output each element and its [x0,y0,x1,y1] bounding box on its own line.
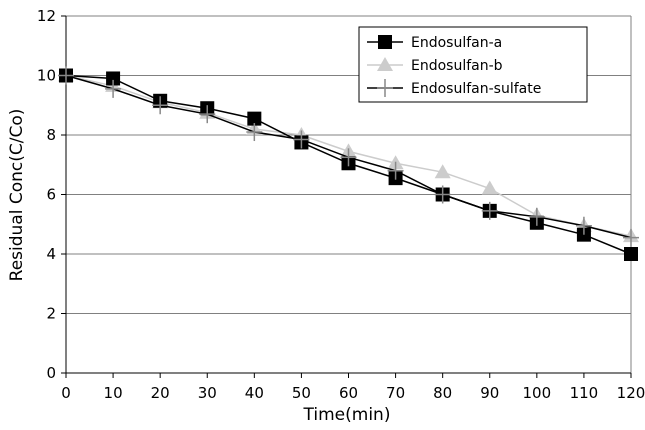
data-point-plus [434,185,451,204]
y-tick-label: 2 [46,305,56,323]
data-point-square [106,71,121,86]
data-point-plus [105,79,122,98]
legend-label: Endosulfan-b [411,58,503,74]
x-tick-label: 90 [480,384,499,402]
data-point-square [247,111,262,126]
x-tick-label: 40 [245,384,264,402]
data-point-plus [481,201,498,220]
data-point-triangle [481,180,498,195]
data-point-plus [246,123,263,142]
x-tick-label: 10 [104,384,123,402]
x-tick-label: 110 [570,384,599,402]
x-axis-title: Time(min) [303,405,391,425]
legend: Endosulfan-a Endosulfan-b Endosulfan-sulfa… [358,26,588,103]
legend-swatch-marker [377,79,393,97]
legend-label: Endosulfan-a [411,35,502,51]
gridlines [66,15,632,373]
data-point-plus [293,130,310,149]
data-point-plus [58,66,74,85]
x-tick-label: 20 [151,384,170,402]
legend-swatch-marker [377,57,393,71]
y-tick-label: 10 [37,67,56,85]
legend-item: Endosulfan-a [367,35,502,51]
data-point-plus [528,207,545,226]
data-point-plus [340,148,357,167]
y-tick-label: 0 [46,364,56,382]
series-2 [58,66,639,247]
data-point-plus [387,161,404,180]
x-tick-label: 60 [339,384,358,402]
x-tick-label: 70 [386,384,405,402]
x-tick-label: 0 [61,384,71,402]
data-point-plus [152,96,169,115]
data-point-plus [575,216,592,235]
x-tick-label: 80 [433,384,452,402]
y-tick-label: 4 [46,245,56,263]
y-tick-label: 8 [46,126,56,144]
x-tick-label: 100 [523,384,552,402]
y-axis-title: Residual Conc(C/Co) [7,109,27,282]
legend-item: Endosulfan-b [367,57,503,74]
x-tick-label: 30 [198,384,217,402]
data-point-plus [199,105,216,124]
series-lines [58,66,639,261]
legend-item: Endosulfan-sulfate [367,79,541,97]
data-point-triangle [434,164,451,179]
y-tick-label: 12 [37,7,56,25]
x-tick-label: 50 [292,384,311,402]
data-point-plus [623,228,639,247]
x-tick-label: 120 [617,384,645,402]
y-tick-label: 6 [46,186,56,204]
data-point-square [624,247,638,261]
legend-swatch-marker [378,35,392,49]
legend-label: Endosulfan-sulfate [411,81,541,97]
